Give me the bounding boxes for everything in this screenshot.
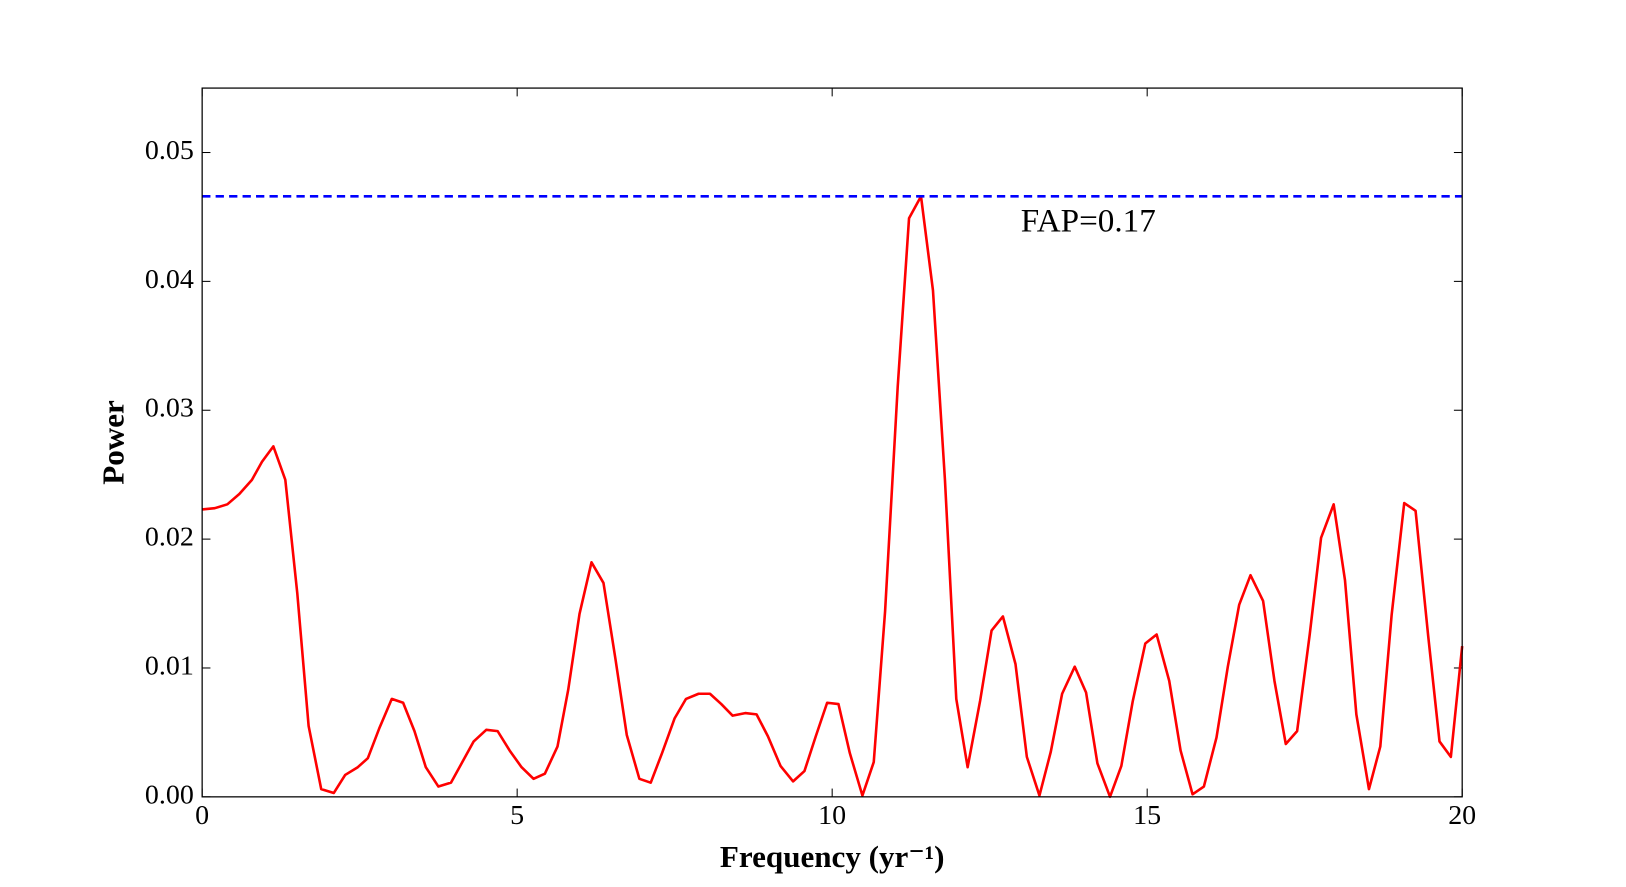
- y-tick-label: 0.01: [145, 650, 194, 681]
- x-tick-label: 5: [510, 800, 524, 831]
- x-tick-label: 20: [1448, 800, 1476, 831]
- annotation: FAP=0.17: [1021, 202, 1156, 239]
- y-tick-label: 0.03: [145, 393, 194, 424]
- y-tick-label: 0.02: [145, 522, 194, 553]
- x-tick-label: 10: [818, 800, 846, 831]
- y-tick-label: 0.00: [145, 779, 194, 810]
- line-series: [202, 195, 1464, 799]
- y-tick-label: 0.04: [145, 264, 194, 295]
- x-tick-label: 0: [195, 800, 209, 831]
- y-axis-label: Power: [95, 400, 130, 485]
- x-axis-label: Frequency (yr⁻¹): [720, 839, 945, 874]
- y-tick-label: 0.05: [145, 135, 194, 166]
- x-tick-label: 15: [1133, 800, 1161, 831]
- plot-frame: [201, 87, 1463, 798]
